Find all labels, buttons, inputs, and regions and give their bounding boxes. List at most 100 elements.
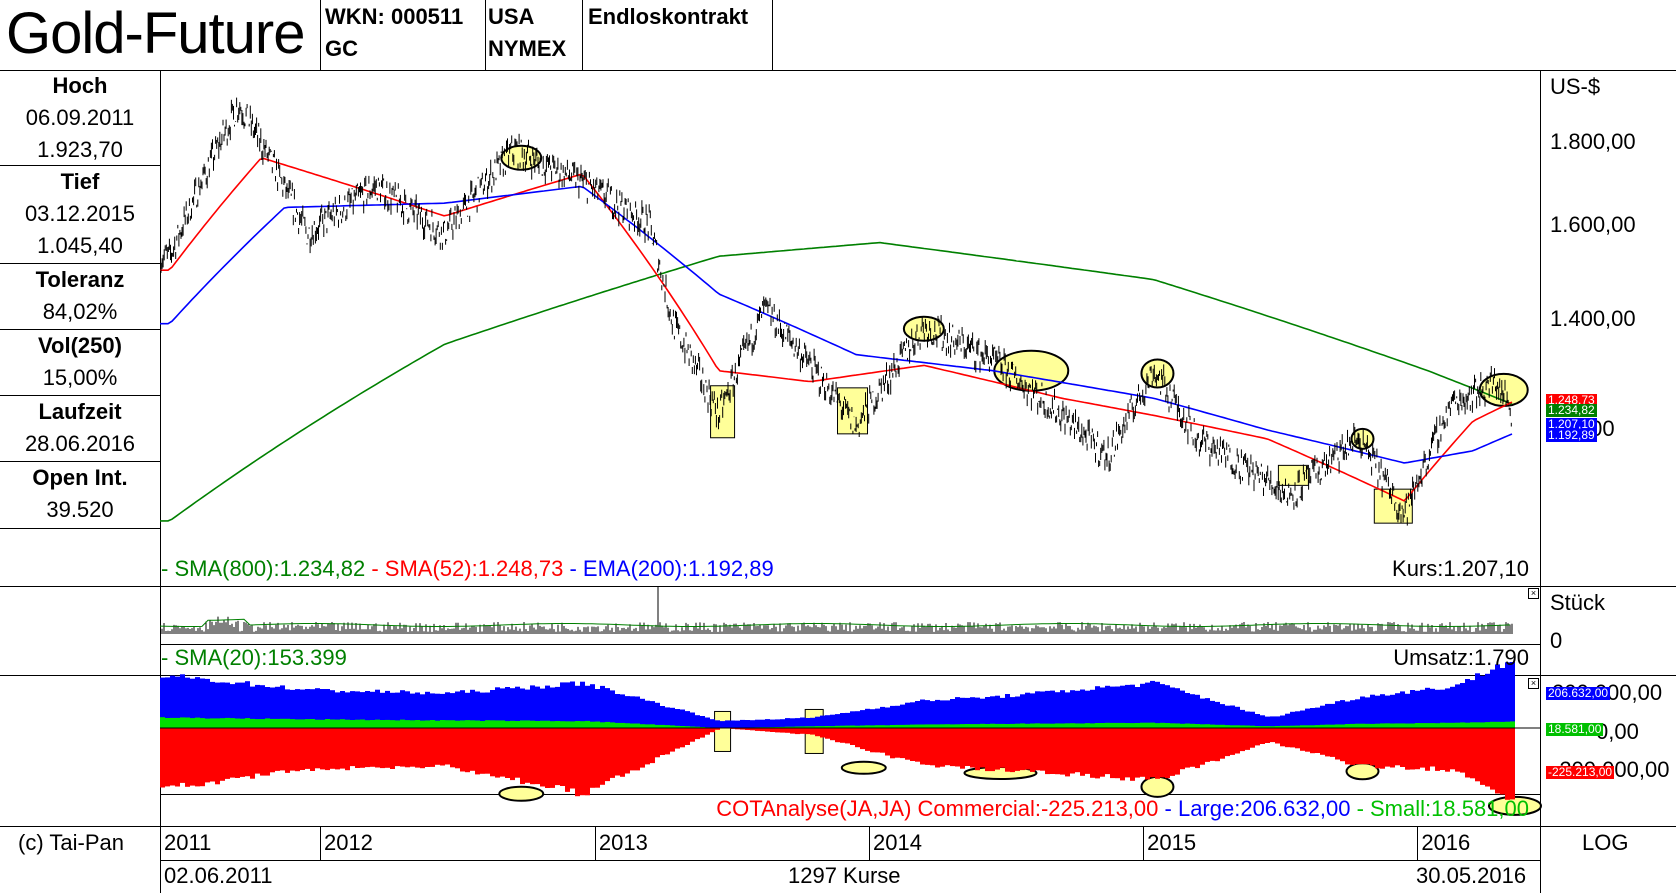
cot-bar-large xyxy=(495,687,500,728)
cot-legend-large: - Large:206.632,00 xyxy=(1158,796,1351,821)
cot-bar-large xyxy=(1315,707,1320,728)
cot-bar-commercial xyxy=(735,728,740,730)
scale-toggle-log[interactable]: LOG xyxy=(1582,830,1629,855)
cot-bar-small xyxy=(960,724,965,728)
cot-bar-large xyxy=(1360,696,1365,728)
cot-bar-small xyxy=(390,720,395,728)
cot-bar-small xyxy=(1080,723,1085,728)
cot-bar-large xyxy=(1065,692,1070,728)
cot-bar-small xyxy=(370,720,375,728)
cot-bar-large xyxy=(1040,691,1045,728)
cot-bar-large xyxy=(850,711,855,728)
cot-bar-small xyxy=(930,724,935,728)
cot-bar-large xyxy=(185,677,190,728)
cot-bar-large xyxy=(930,701,935,728)
cot-bar-large xyxy=(170,675,175,728)
cot-bar-large xyxy=(1325,703,1330,728)
cot-bar-small xyxy=(475,720,480,728)
cot-bar-small xyxy=(325,719,330,728)
cot-bar-commercial xyxy=(860,728,865,750)
cot-bar-small xyxy=(1020,723,1025,728)
cot-bar-large xyxy=(200,678,205,728)
cot-bar-small xyxy=(1360,723,1365,728)
cot-bar-large xyxy=(1230,705,1235,728)
cot-bar-commercial xyxy=(770,728,775,732)
cot-bar-large xyxy=(885,707,890,728)
cot-bar-commercial xyxy=(625,728,630,774)
cot-bar-small xyxy=(1150,722,1155,728)
cot-bar-commercial xyxy=(1315,728,1320,753)
stat-value: 39.520 xyxy=(46,497,114,522)
annotation-ellipse xyxy=(1140,358,1175,389)
cot-bar-large xyxy=(235,682,240,728)
cot-bar-commercial xyxy=(1125,728,1130,778)
cot-annotation-box xyxy=(714,710,732,752)
cot-bar-commercial xyxy=(670,728,675,752)
cot-bar-large xyxy=(900,704,905,728)
cot-bar-small xyxy=(975,724,980,728)
cot-bar-small xyxy=(425,720,430,728)
cot-bar-commercial xyxy=(690,728,695,742)
cot-bar-small xyxy=(1365,723,1370,728)
cot-bar-commercial xyxy=(1185,728,1190,768)
cot-bar-commercial xyxy=(1020,728,1025,771)
cot-legend-commercial: COTAnalyse(JA,JA) Commercial:-225.213,00 xyxy=(716,796,1159,821)
cot-bar-large xyxy=(1270,716,1275,728)
cot-bar-large xyxy=(1510,662,1515,728)
close-icon[interactable]: × xyxy=(1528,588,1539,599)
cot-bar-small xyxy=(210,718,215,728)
cot-bar-large xyxy=(310,689,315,728)
cot-bar-large xyxy=(205,678,210,728)
cot-bar-large xyxy=(1185,693,1190,728)
cot-bar-large xyxy=(765,719,770,728)
cot-bar-large xyxy=(895,705,900,728)
cot-bar-commercial xyxy=(475,728,480,775)
cot-bar-large xyxy=(560,682,565,728)
cot-bar-commercial xyxy=(495,728,500,778)
year-divider xyxy=(869,826,870,860)
cot-bar-large xyxy=(1045,690,1050,728)
cot-bar-small xyxy=(1445,722,1450,728)
cot-bar-small xyxy=(1460,722,1465,728)
cot-bar-commercial xyxy=(1215,728,1220,762)
cot-bar-large xyxy=(1380,694,1385,728)
cot-bar-commercial xyxy=(460,728,465,772)
contract-label: Endloskontrakt xyxy=(588,4,749,29)
cot-bar-small xyxy=(625,723,630,728)
cot-bar-large xyxy=(975,697,980,728)
cot-bar-small xyxy=(1410,723,1415,728)
cot-bar-commercial xyxy=(335,728,340,770)
legend-sma800: - SMA(800):1.234,82 xyxy=(161,556,366,581)
cot-bar-commercial xyxy=(1365,728,1370,765)
cot-bar-commercial xyxy=(1085,728,1090,774)
cot-bar-small xyxy=(170,717,175,728)
cot-bar-large xyxy=(160,677,165,728)
cot-bar-large xyxy=(665,707,670,728)
cot-bar-commercial xyxy=(215,728,220,785)
cot-bar-small xyxy=(1455,722,1460,728)
cot-bar-commercial xyxy=(420,728,425,769)
cot-bar-commercial xyxy=(900,728,905,759)
cot-bar-large xyxy=(1240,709,1245,728)
cot-bar-large xyxy=(1140,683,1145,728)
cot-bar-commercial xyxy=(1180,728,1185,770)
cot-bar-small xyxy=(340,719,345,728)
cot-bar-small xyxy=(520,720,525,728)
cot-bar-small xyxy=(1175,723,1180,728)
cot-bar-large xyxy=(1340,700,1345,728)
cot-bar-small xyxy=(1370,723,1375,728)
cot-bar-small xyxy=(1180,723,1185,728)
cot-bar-commercial xyxy=(1205,728,1210,762)
cot-bar-commercial xyxy=(1240,728,1245,752)
cot-bar-commercial xyxy=(915,728,920,762)
cot-bar-commercial xyxy=(360,728,365,768)
cot-bar-small xyxy=(270,718,275,728)
cot-bar-large xyxy=(1455,684,1460,728)
panel-divider xyxy=(0,826,1676,827)
cot-bar-small xyxy=(290,719,295,728)
cot-bar-commercial xyxy=(1220,728,1225,759)
cot-bar-commercial xyxy=(1155,728,1160,779)
close-icon[interactable]: × xyxy=(1528,678,1539,689)
stat-label: Laufzeit xyxy=(38,399,122,424)
cot-bar-commercial xyxy=(310,728,315,771)
